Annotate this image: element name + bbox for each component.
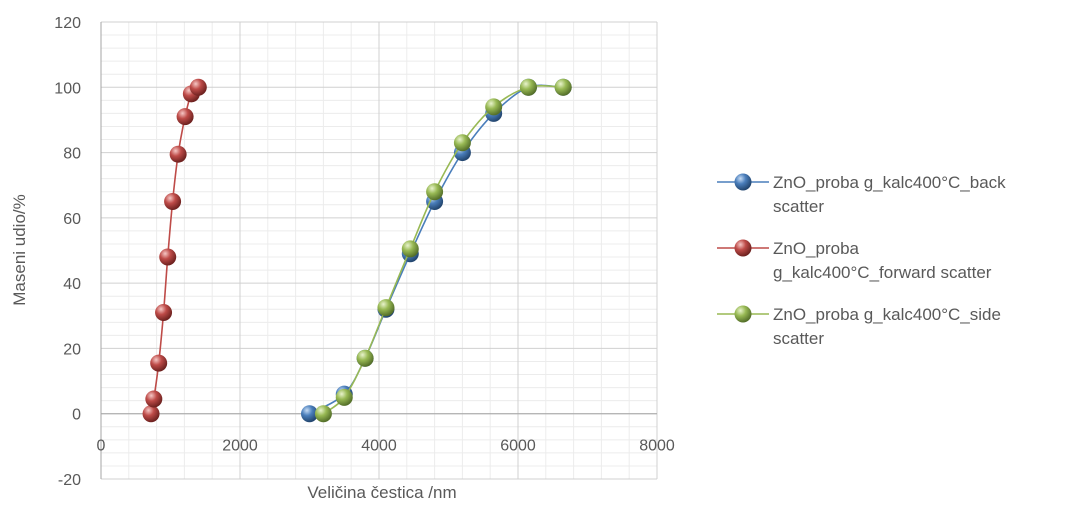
data-point (356, 349, 374, 367)
y-axis-title: Maseni udio/% (10, 194, 29, 306)
series-line (150, 86, 199, 414)
data-point (554, 78, 572, 96)
data-point (314, 405, 332, 423)
legend-label: ZnO_proba (773, 239, 860, 258)
legend-entry-2: ZnO_proba g_kalc400°C_forward scatter (717, 239, 992, 282)
legend-label: ZnO_proba g_kalc400°C_back (773, 173, 1006, 192)
data-point (453, 134, 471, 152)
series-layer (142, 78, 572, 423)
data-point (164, 193, 182, 211)
data-point (159, 248, 177, 266)
data-point (189, 78, 207, 96)
grid (100, 21, 658, 480)
y-tick-label: 60 (63, 211, 81, 228)
data-point (485, 98, 503, 116)
data-point (301, 405, 318, 423)
data-point (426, 183, 444, 201)
legend-label: scatter (773, 329, 824, 348)
legend-marker (734, 173, 752, 191)
series-1 (301, 78, 572, 423)
data-point (335, 388, 353, 406)
legend: ZnO_proba g_kalc400°C_backscatterZnO_pro… (717, 173, 1006, 348)
legend-label: scatter (773, 197, 824, 216)
y-tick-label: 0 (72, 407, 81, 424)
data-point (519, 78, 537, 96)
x-tick-label: 8000 (639, 438, 675, 455)
x-tick-label: 2000 (222, 438, 258, 455)
x-tick-label: 0 (97, 438, 106, 455)
legend-label: ZnO_proba g_kalc400°C_side (773, 305, 1001, 324)
y-tick-label: -20 (58, 472, 81, 489)
series-2 (142, 78, 207, 423)
data-point (176, 108, 194, 126)
y-tick-label: 20 (63, 341, 81, 358)
series-line (309, 84, 564, 415)
series-3 (314, 78, 572, 423)
data-point (169, 145, 187, 163)
x-tick-label: 4000 (361, 438, 397, 455)
data-point (155, 304, 173, 322)
x-axis-title: Veličina čestica /nm (307, 483, 456, 502)
y-tick-label: 120 (54, 15, 81, 32)
y-tick-label: 40 (63, 276, 81, 293)
y-tick-label: 80 (63, 146, 81, 163)
x-tick-label: 6000 (500, 438, 536, 455)
legend-label: g_kalc400°C_forward scatter (773, 263, 992, 282)
data-point (145, 390, 163, 408)
legend-marker (734, 305, 752, 323)
axes: 0 2000 4000 6000 8000 -20 0 20 40 60 80 100 120 (54, 15, 675, 489)
legend-marker (734, 239, 752, 257)
data-point (401, 240, 419, 258)
data-point (377, 299, 395, 317)
data-point (142, 405, 160, 423)
data-point (150, 354, 168, 372)
series-line (322, 85, 564, 415)
y-tick-label: 100 (54, 80, 81, 97)
